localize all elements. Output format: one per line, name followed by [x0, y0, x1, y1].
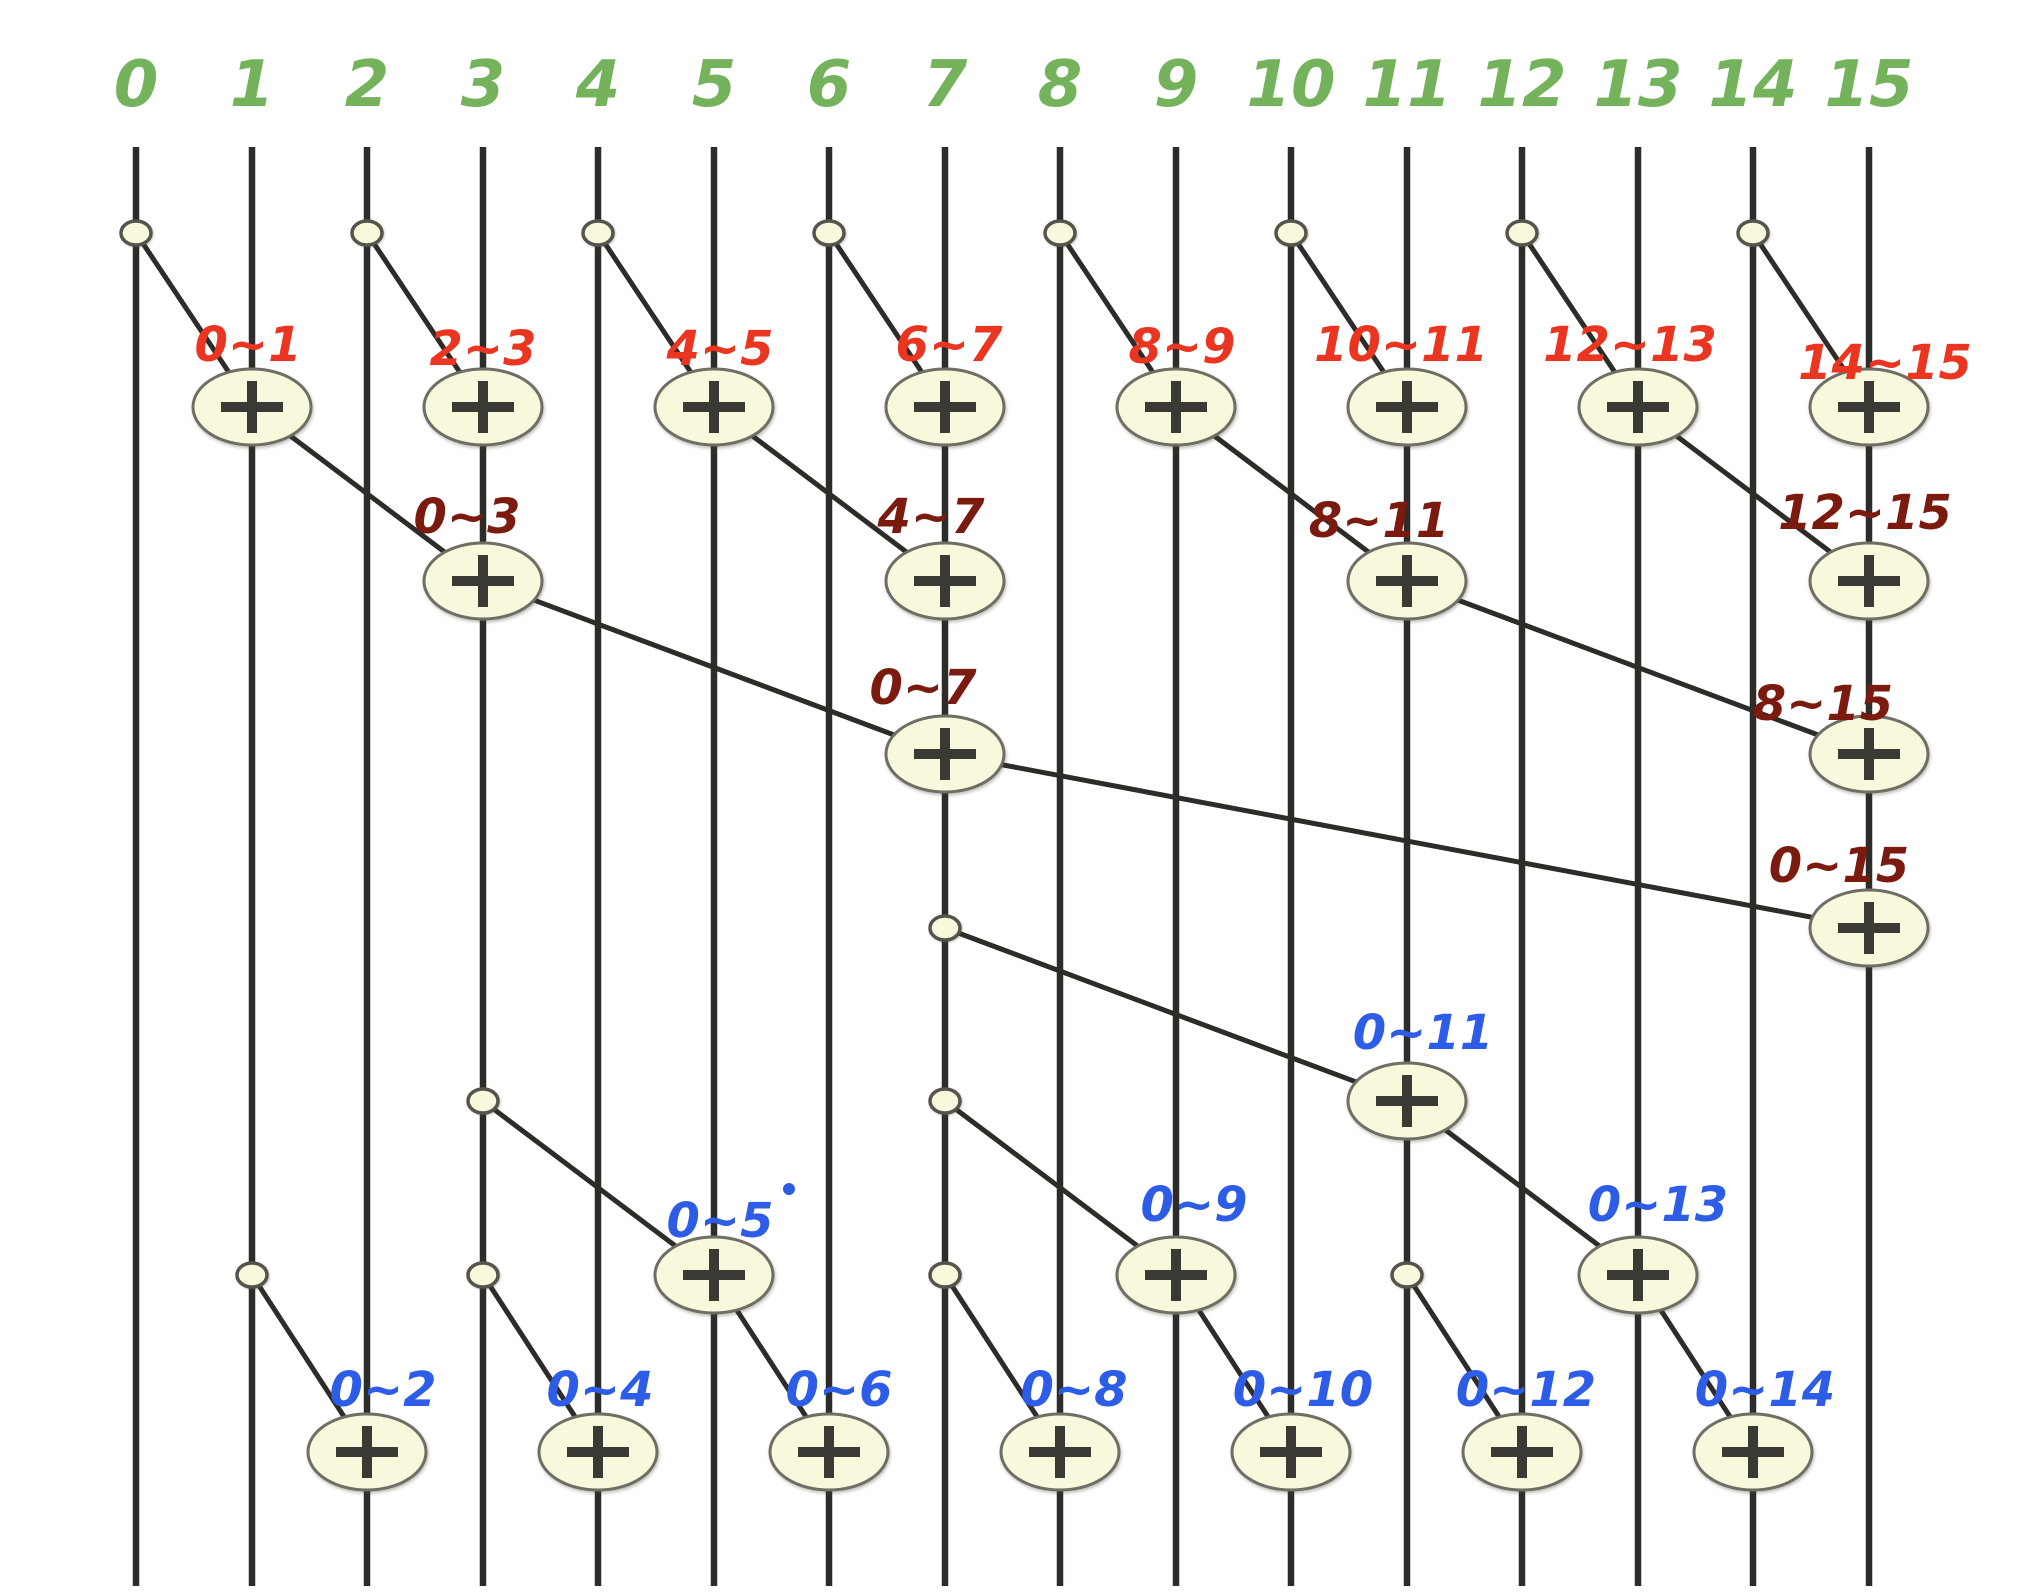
node-label-6~7: 6~7: [895, 317, 1003, 373]
input-index-label-5: 5: [692, 48, 737, 122]
node-label-0~5: 0~5: [666, 1193, 773, 1249]
junction-dot-line10-row0: [1274, 219, 1308, 247]
junction-dot-line7-row5: [928, 1087, 962, 1115]
plus-node-0~13: [1577, 1235, 1699, 1315]
junction-dot-line14-row0: [1736, 219, 1770, 247]
node-label-8~15: 8~15: [1753, 676, 1893, 732]
edge-l3r2-to-l7r3: [482, 578, 946, 757]
node-label-0~13: 0~13: [1588, 1177, 1728, 1233]
node-labels-layer: 0~1 2~3 4~5 6~7 8~9 10~11 12~13 14~15 0~3 4~7 8~11…: [194, 317, 1971, 1418]
node-label-0~1: 0~1: [194, 317, 301, 373]
input-index-label-4: 4: [575, 48, 621, 122]
plus-node-0~10: [1230, 1412, 1352, 1492]
plus-node-14~15: [1808, 367, 1930, 447]
plus-node-8~9: [1115, 367, 1237, 447]
plus-node-12~15: [1808, 541, 1930, 621]
node-label-12~15: 12~15: [1778, 485, 1952, 541]
node-label-8~11: 8~11: [1309, 493, 1449, 549]
junction-dot-line0-row0: [119, 219, 153, 247]
plus-node-8~11: [1346, 541, 1468, 621]
junction-dot-line11-row6: [1390, 1261, 1424, 1289]
plus-node-0~9: [1115, 1235, 1237, 1315]
node-label-0~9: 0~9: [1140, 1177, 1247, 1233]
junction-dot-line12-row0: [1505, 219, 1539, 247]
input-labels-layer: 0 1 2 3 4 5 6 7 8 9 10 11 12 13 14 15: [114, 48, 1914, 122]
plus-node-0~12: [1461, 1412, 1583, 1492]
plus-node-0~1: [191, 367, 313, 447]
junction-dot-line4-row0: [581, 219, 615, 247]
plus-node-0~2: [306, 1412, 428, 1492]
input-index-label-14: 14: [1708, 48, 1797, 122]
node-label-0~10: 0~10: [1233, 1362, 1373, 1418]
junction-dot-line3-row5: [466, 1087, 500, 1115]
input-index-label-7: 7: [923, 48, 968, 122]
node-label-0~6: 0~6: [785, 1362, 892, 1418]
plus-node-6~7: [884, 367, 1006, 447]
input-index-label-1: 1: [230, 48, 275, 122]
node-label-14~15: 14~15: [1798, 335, 1972, 391]
plus-node-4~7: [884, 541, 1006, 621]
junction-dot-line2-row0: [350, 219, 384, 247]
node-label-10~11: 10~11: [1314, 317, 1488, 373]
plus-nodes-layer: [191, 367, 1930, 1492]
input-index-label-3: 3: [461, 48, 506, 122]
plus-node-0~7: [884, 714, 1006, 794]
node-label-0~2: 0~2: [329, 1362, 436, 1418]
junction-dot-line3-row6: [466, 1261, 500, 1289]
input-index-label-12: 12: [1477, 48, 1566, 122]
plus-node-8~15: [1808, 714, 1930, 794]
plus-node-0~4: [537, 1412, 659, 1492]
node-label-0~7: 0~7: [869, 660, 977, 716]
junction-dot-line6-row0: [812, 219, 846, 247]
input-index-label-0: 0: [114, 48, 159, 122]
node-label-8~9: 8~9: [1128, 319, 1235, 375]
junction-dot-line8-row0: [1043, 219, 1077, 247]
input-index-label-15: 15: [1824, 48, 1913, 122]
junction-dot-line1-row6: [235, 1261, 269, 1289]
plus-node-0~5: [653, 1235, 775, 1315]
plus-node-4~5: [653, 367, 775, 447]
plus-node-12~13: [1577, 367, 1699, 447]
plus-node-0~3: [422, 541, 544, 621]
node-label-0~4: 0~4: [546, 1362, 653, 1418]
input-index-label-9: 9: [1154, 48, 1199, 122]
input-index-label-10: 10: [1246, 48, 1335, 122]
plus-node-0~14: [1692, 1412, 1814, 1492]
edge-l7r3-to-l15r4: [944, 751, 1870, 931]
node-label-0~3: 0~3: [413, 489, 520, 545]
input-index-label-8: 8: [1038, 48, 1083, 122]
edge-l7r4-to-l11r5: [944, 925, 1408, 1104]
stray-ink-dot: [783, 1183, 795, 1195]
node-label-0~11: 0~11: [1353, 1005, 1493, 1061]
node-label-0~15: 0~15: [1769, 838, 1909, 894]
input-index-label-6: 6: [807, 48, 852, 122]
junction-dots-layer: [119, 219, 1770, 1289]
node-label-4~5: 4~5: [665, 321, 773, 377]
plus-node-0~11: [1346, 1061, 1468, 1141]
plus-node-0~6: [768, 1412, 890, 1492]
node-label-0~12: 0~12: [1456, 1362, 1596, 1418]
input-index-label-11: 11: [1362, 48, 1451, 122]
plus-node-0~8: [999, 1412, 1121, 1492]
edge-l11r2-to-l15r3: [1406, 578, 1870, 757]
node-label-0~8: 0~8: [1020, 1362, 1127, 1418]
plus-node-10~11: [1346, 367, 1468, 447]
input-index-label-2: 2: [345, 48, 390, 122]
node-label-4~7: 4~7: [876, 489, 985, 545]
node-label-0~14: 0~14: [1695, 1362, 1835, 1418]
node-label-2~3: 2~3: [429, 321, 536, 377]
input-index-label-13: 13: [1593, 48, 1682, 122]
plus-node-2~3: [422, 367, 544, 447]
plus-node-0~15: [1808, 888, 1930, 968]
junction-dot-line7-row4: [928, 914, 962, 942]
node-label-12~13: 12~13: [1543, 317, 1717, 373]
junction-dot-line7-row6: [928, 1261, 962, 1289]
